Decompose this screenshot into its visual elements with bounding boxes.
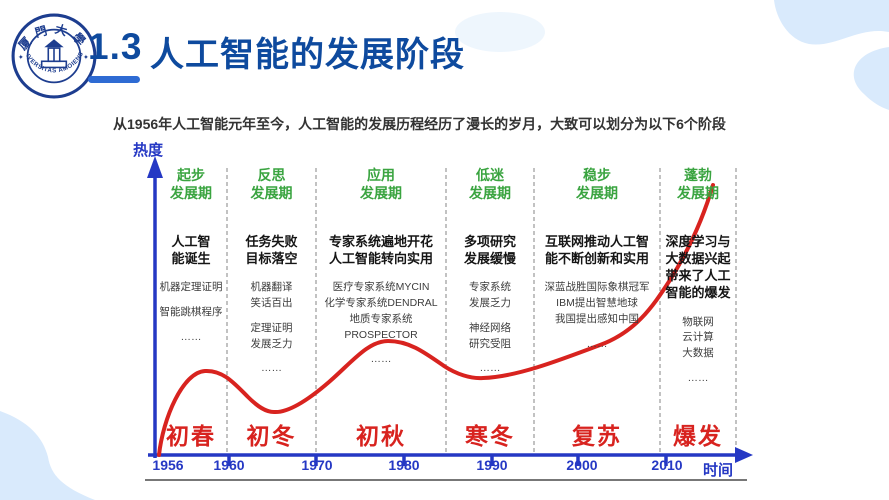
stage-detail-group: 机器翻译 笑话百出 [250, 281, 293, 310]
stage-body: 多项研究 发展缓慢专家系统 发展乏力 神经网络 研究受阻 …… [444, 233, 536, 386]
stage-detail-group: 物联网 云计算 大数据 [682, 315, 714, 360]
stage-body: 任务失败 目标落空机器翻译 笑话百出 定理证明 发展乏力 …… [225, 233, 318, 386]
stage-detail-group: 机器定理证明 [159, 281, 223, 294]
x-axis-arrowhead-icon [735, 447, 753, 463]
stage-detail-group: …… [586, 337, 608, 350]
stage-season-label: 初冬 [246, 423, 297, 449]
stage-column: 应用 发展期 专家系统遍地开花 人工智能转向实用医疗专家系统MYCIN 化学专家系… [316, 163, 446, 463]
logo-right-star-icon: ✦ [83, 54, 89, 62]
stage-detail-group: 智能跳棋程序 [159, 306, 223, 319]
background-decoration-bottom-left [0, 411, 95, 500]
background-decoration-top-right [774, 0, 889, 110]
stage-phase-label: 反思 发展期 [250, 167, 293, 202]
stage-headline: 互联网推动人工智 能不断创新和实用 [544, 234, 649, 267]
stage-column: 蓬勃 发展期深度学习与 大数据兴起 带来了人工 智能的爆发物联网 云计算 大数据… [660, 163, 736, 463]
development-curve-chart [145, 156, 753, 481]
stage-column: 起步 发展期 人工智 能诞生机器定理证明 智能跳棋程序 …… 初春 [155, 163, 227, 463]
year-label: 1980 [388, 457, 420, 473]
year-label: 1956 [152, 457, 184, 473]
stage-headline: 任务失败 目标落空 [245, 234, 298, 267]
page-title: 人工智能的发展阶段 [150, 36, 465, 74]
stage-detail-group: …… [180, 330, 202, 343]
year-label: 1990 [476, 457, 508, 473]
stage-detail-group: 专家系统 发展乏力 [469, 281, 511, 310]
stage-phase-label: 起步 发展期 [170, 167, 212, 202]
stage-phase-label: 蓬勃 发展期 [677, 167, 719, 202]
stage-detail-group: 神经网络 研究受阻 [469, 321, 511, 350]
stage-headline: 深度学习与 大数据兴起 带来了人工 智能的爆发 [665, 234, 731, 301]
ai-development-curve [157, 183, 715, 457]
university-seal-logo: 厦門大學 UNIVERSITAS AMOIENSIS ✦ ✦ [10, 12, 97, 99]
stage-season-label: 初秋 [356, 423, 406, 449]
stage-season-label: 初春 [166, 423, 216, 449]
heat-axis-label: 热度 [133, 142, 164, 159]
stage-detail-group: 医疗专家系统MYCIN 化学专家系统DENDRAL 地质专家系统PROSPECT… [324, 281, 438, 341]
logo-gate-emblem-icon [40, 39, 68, 69]
stage-body: 专家系统遍地开花 人工智能转向实用医疗专家系统MYCIN 化学专家系统DENDR… [314, 233, 448, 377]
year-label: 2010 [651, 457, 683, 473]
time-axis-label: 时间 [703, 462, 734, 479]
stage-column: 低迷 发展期 多项研究 发展缓慢专家系统 发展乏力 神经网络 研究受阻 …… 寒冬 [446, 163, 534, 463]
stage-body: 互联网推动人工智 能不断创新和实用深蓝战胜国际象棋冠军 IBM提出智慧地球 我国… [532, 233, 662, 361]
stage-detail-group: …… [261, 362, 282, 375]
year-label: 1960 [213, 457, 245, 473]
stage-headline: 人工智 能诞生 [171, 234, 211, 267]
year-label: 2000 [566, 457, 598, 473]
stage-phase-label: 低迷 发展期 [469, 167, 511, 202]
stage-phase-label: 稳步 发展期 [576, 167, 618, 202]
stage-dividers [226, 168, 737, 453]
stage-body: 人工智 能诞生机器定理证明 智能跳棋程序 …… [153, 233, 229, 355]
slide-subtitle: 从1956年人工智能元年至今，人工智能的发展历程经历了漫长的岁月，大致可以划分为… [113, 116, 726, 132]
stage-detail-group: 定理证明 发展乏力 [250, 321, 293, 350]
stage-detail-group: …… [687, 371, 709, 384]
stage-headline: 多项研究 发展缓慢 [463, 234, 516, 267]
stage-season-label: 爆发 [673, 423, 723, 449]
stage-column: 反思 发展期 任务失败 目标落空机器翻译 笑话百出 定理证明 发展乏力 …… 初冬 [227, 163, 316, 463]
title-underline [88, 76, 140, 83]
stage-column: 稳步 发展期 互联网推动人工智 能不断创新和实用深蓝战胜国际象棋冠军 IBM提出智… [534, 163, 660, 463]
year-label: 1970 [301, 457, 333, 473]
stage-detail-group: 深蓝战胜国际象棋冠军 IBM提出智慧地球 我国提出感知中国 [544, 281, 650, 325]
title-number: 1.3 [88, 26, 143, 67]
stage-detail-group: …… [479, 362, 501, 375]
stage-season-label: 寒冬 [465, 423, 515, 449]
stage-headline: 专家系统遍地开花 人工智能转向实用 [328, 234, 433, 267]
stage-phase-label: 应用 发展期 [360, 167, 402, 202]
stage-detail-group: …… [370, 353, 392, 366]
stage-season-label: 复苏 [572, 423, 622, 449]
logo-left-star-icon: ✦ [18, 54, 24, 62]
axes [148, 172, 737, 466]
y-axis-arrowhead-icon [147, 156, 163, 178]
background-decoration-top-wisp [455, 12, 545, 52]
stage-body: 深度学习与 大数据兴起 带来了人工 智能的爆发物联网 云计算 大数据 …… [658, 233, 738, 396]
